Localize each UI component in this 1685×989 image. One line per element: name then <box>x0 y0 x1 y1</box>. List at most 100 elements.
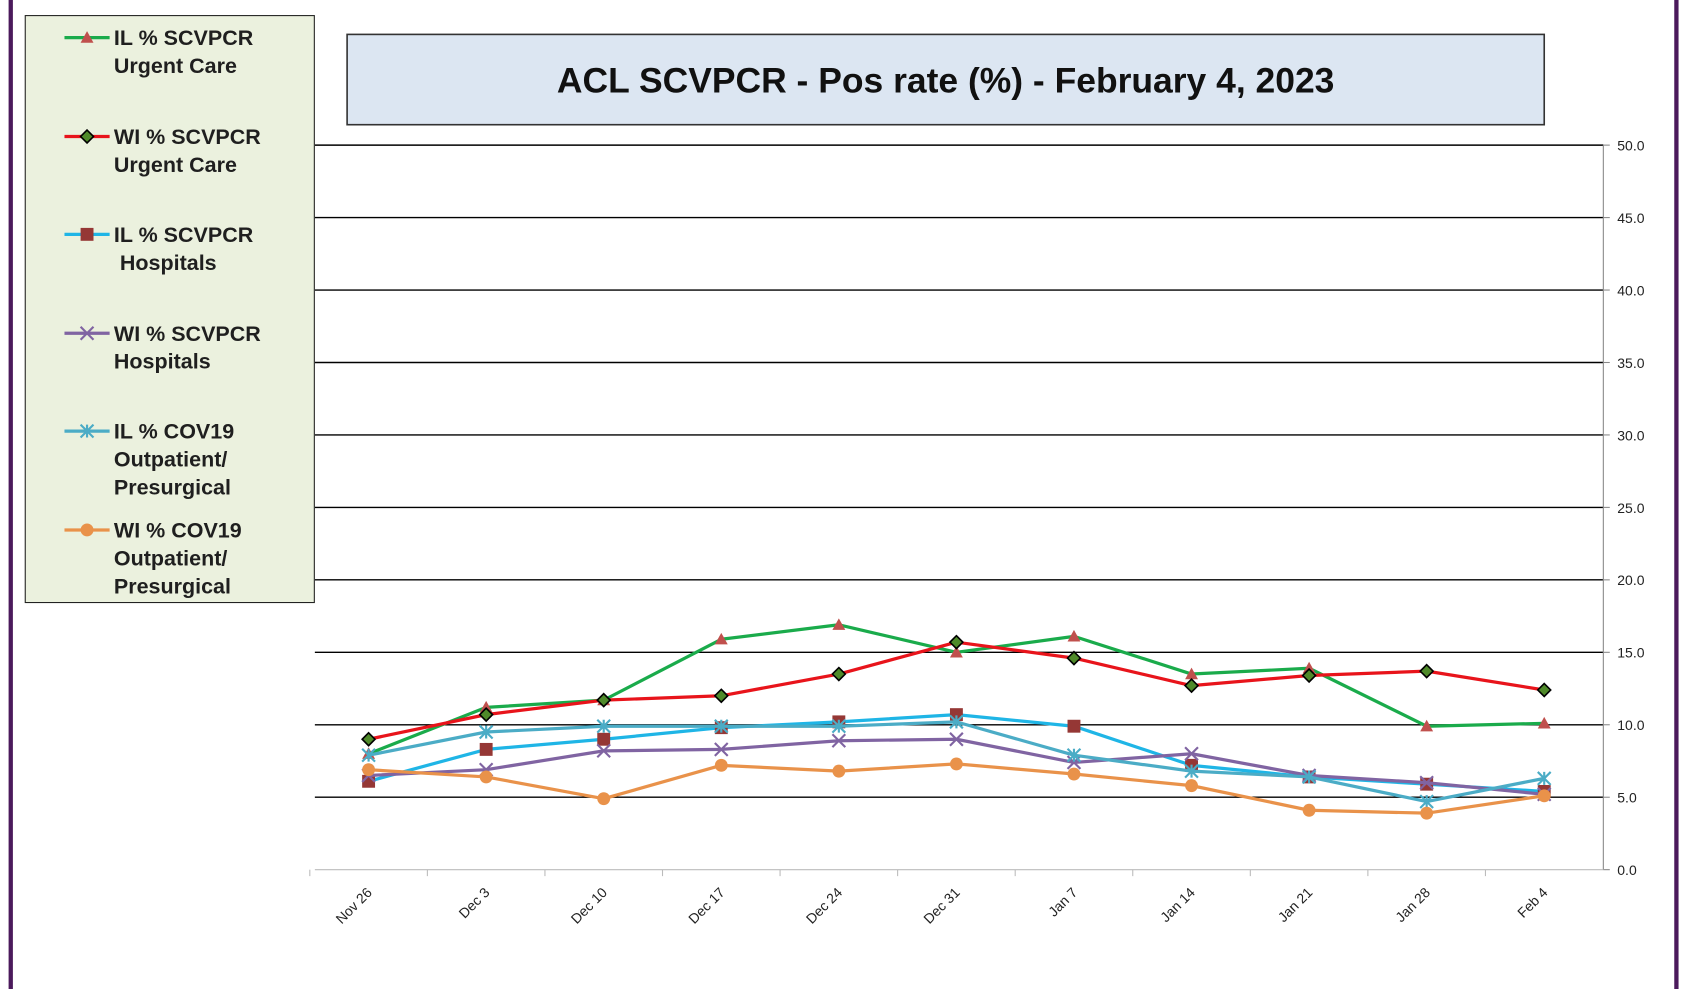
data-point <box>1067 629 1081 642</box>
legend-label: WI % COV19 Outpatient/ Presurgical <box>113 518 242 599</box>
title-box <box>346 33 1546 126</box>
data-point <box>596 743 611 759</box>
data-point <box>1185 667 1198 680</box>
data-point <box>1419 663 1435 679</box>
data-point <box>1184 763 1199 779</box>
data-point <box>1067 767 1081 781</box>
data-point <box>1067 719 1081 733</box>
data-point <box>1301 667 1317 684</box>
data-point <box>479 700 493 713</box>
y-tick-label: 30.0 <box>1617 427 1644 443</box>
data-point <box>831 666 847 682</box>
data-point <box>478 707 494 723</box>
legend-swatch <box>64 128 110 144</box>
legend-swatch <box>64 522 110 536</box>
data-point <box>597 732 611 746</box>
x-tick-label: Dec 31 <box>920 884 963 927</box>
data-point <box>713 688 729 704</box>
data-point <box>361 731 377 747</box>
legend-swatch <box>64 31 110 43</box>
data-point <box>1301 769 1317 785</box>
y-tick-label: 0.0 <box>1617 862 1637 878</box>
x-tick-label: Dec 17 <box>685 884 728 927</box>
legend-label: IL % COV19 Outpatient/ Presurgical <box>113 420 235 500</box>
legend-marker <box>79 423 95 439</box>
legend-marker <box>79 325 95 340</box>
data-point <box>362 763 376 777</box>
data-point <box>1537 771 1552 786</box>
data-point <box>832 618 846 630</box>
data-point <box>1419 794 1434 809</box>
data-point <box>596 719 611 734</box>
data-point <box>714 632 728 645</box>
data-point <box>1419 775 1434 790</box>
data-point <box>478 724 494 740</box>
data-point <box>361 747 376 763</box>
data-point <box>1536 682 1552 698</box>
legend-label: WI % SCVPCR Urgent Care <box>113 125 261 177</box>
data-point <box>1066 650 1082 666</box>
legend-marker <box>80 522 94 536</box>
data-point <box>1420 806 1434 820</box>
legend-swatch <box>64 423 110 439</box>
y-tick-label: 45.0 <box>1617 210 1644 226</box>
legend-label: WI % SCVPCR Hospitals <box>113 321 261 374</box>
legend-item: WI % SCVPCR Urgent Care <box>26 114 314 200</box>
y-tick-label: 40.0 <box>1617 282 1644 298</box>
data-point <box>949 732 964 747</box>
x-tick-label: Jan 28 <box>1392 884 1433 925</box>
y-tick-label: 35.0 <box>1617 355 1644 371</box>
legend-swatch <box>64 325 110 340</box>
x-tick-label: Dec 10 <box>568 884 611 927</box>
data-point <box>1537 789 1551 803</box>
data-point <box>714 758 728 772</box>
legend-marker <box>80 31 94 43</box>
data-point <box>1184 746 1199 761</box>
data-point <box>479 742 493 756</box>
legend-marker <box>80 227 94 241</box>
data-point <box>596 692 612 708</box>
data-point <box>1185 779 1198 793</box>
data-point <box>948 634 964 650</box>
data-point <box>1302 661 1316 674</box>
legend-label: IL % SCVPCR Hospitals <box>113 223 254 276</box>
legend-item: IL % SCVPCR Urgent Care <box>26 16 314 102</box>
legend-marker <box>79 128 95 144</box>
y-tick-label: 20.0 <box>1617 572 1644 588</box>
data-point <box>831 733 847 748</box>
data-point <box>949 757 963 771</box>
data-point <box>1420 719 1434 732</box>
data-point <box>1183 678 1200 694</box>
y-tick-label: 50.0 <box>1617 137 1644 153</box>
legend: IL % SCVPCR Urgent Care WI % SCVPCR Urgen… <box>24 15 315 604</box>
frame <box>8 0 1679 989</box>
x-tick-label: Jan 21 <box>1275 884 1316 925</box>
x-tick-label: Feb 4 <box>1514 884 1551 921</box>
x-tick-label: Dec 3 <box>455 884 492 921</box>
x-tick-label: Nov 26 <box>332 884 375 927</box>
x-tick-label: Jan 14 <box>1157 884 1198 925</box>
y-tick-label: 25.0 <box>1617 500 1644 516</box>
data-point <box>949 645 963 658</box>
data-point <box>1066 747 1082 763</box>
data-point <box>714 742 729 757</box>
y-tick-label: 10.0 <box>1617 717 1644 733</box>
chart-title: ACL SCVPCR - Pos rate (%) - February 4, … <box>557 60 1334 100</box>
legend-item: IL % COV19 Outpatient/ Presurgical <box>26 410 314 500</box>
legend-item: WI % COV19 Outpatient/ Presurgical <box>26 508 314 598</box>
legend-label: IL % SCVPCR Urgent Care <box>113 26 254 79</box>
data-point <box>597 792 611 806</box>
data-point <box>831 719 847 734</box>
x-tick-label: Jan 7 <box>1045 884 1081 920</box>
data-point <box>479 770 493 784</box>
y-tick-label: 5.0 <box>1617 790 1637 806</box>
y-tick-label: 15.0 <box>1617 645 1644 661</box>
data-point <box>714 719 729 734</box>
legend-swatch <box>64 227 110 241</box>
data-point <box>1537 716 1551 729</box>
data-point <box>832 764 846 778</box>
data-point <box>949 714 964 730</box>
legend-item: IL % SCVPCR Hospitals <box>26 213 314 299</box>
